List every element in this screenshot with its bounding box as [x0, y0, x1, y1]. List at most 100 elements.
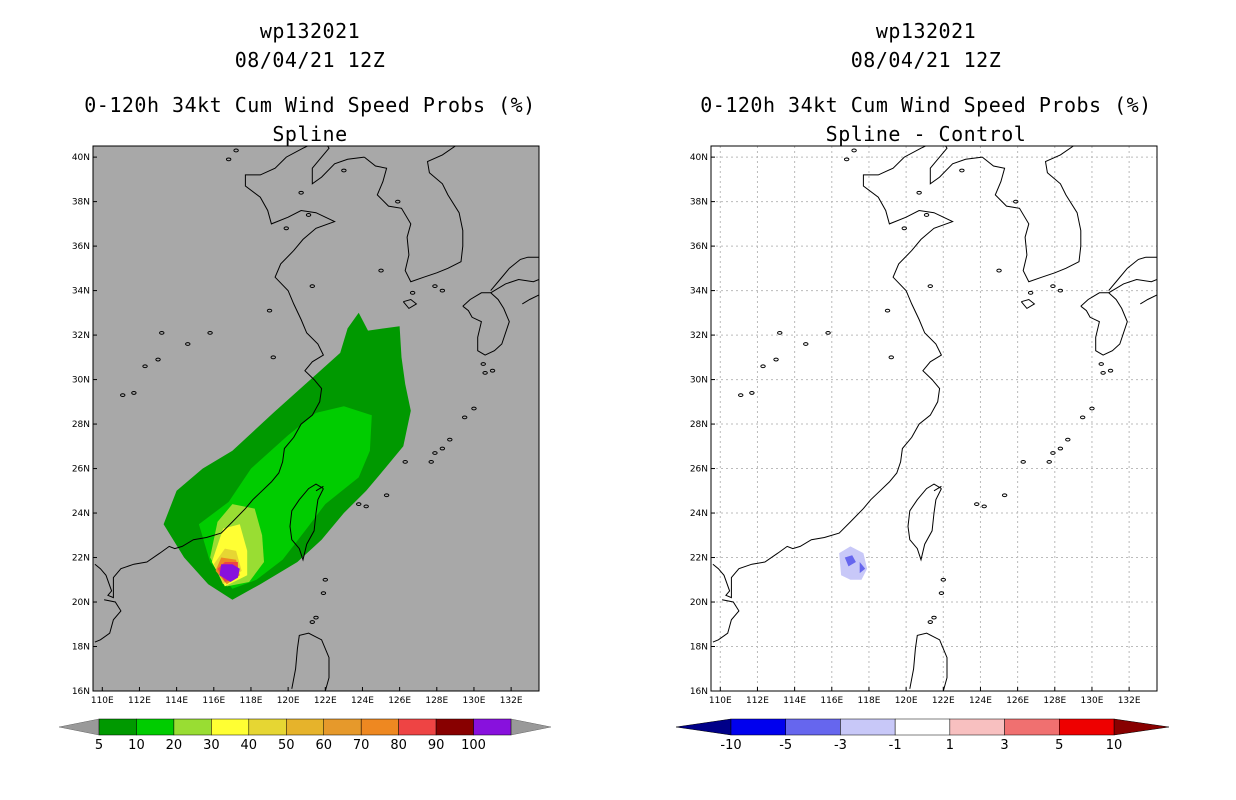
- left-island: [447, 437, 453, 442]
- right-coastline: [1080, 292, 1128, 356]
- right-island: [888, 355, 894, 360]
- right-y-tick-label: 18N: [690, 643, 708, 653]
- right-colorbar: -10 -5 -3 -1 1 3 5 10: [675, 718, 1170, 753]
- left-y-tick-label: 36N: [72, 242, 90, 252]
- right-coastline: [933, 485, 942, 492]
- right-y-tick-label: 36N: [690, 242, 708, 252]
- right-x-tick-label: 130E: [1081, 696, 1104, 706]
- left-island: [185, 342, 191, 346]
- left-island: [439, 446, 446, 451]
- left-y-tick-label: 40N: [72, 153, 90, 163]
- right-island: [1098, 362, 1104, 366]
- left-y-tick-label: 20N: [72, 598, 90, 608]
- right-island: [760, 364, 766, 369]
- right-colorbar-label: -3: [834, 738, 847, 753]
- left-colorbar-label: 70: [353, 738, 370, 753]
- left-island: [305, 213, 312, 217]
- right-island: [777, 330, 783, 335]
- left-island: [378, 268, 384, 273]
- right-x-tick-label: 120E: [895, 696, 918, 706]
- left-x-tick-label: 132E: [500, 696, 523, 706]
- right-colorbar-low-end: [675, 718, 732, 736]
- right-island: [1020, 459, 1026, 464]
- left-island: [313, 615, 319, 620]
- left-coastline: [291, 632, 330, 691]
- right-contour-neg3: [859, 562, 866, 574]
- right-island: [996, 268, 1002, 273]
- right-island: [1013, 199, 1019, 204]
- left-coastline: [311, 146, 365, 185]
- right-y-tick-label: 24N: [690, 509, 708, 519]
- left-island: [480, 362, 486, 366]
- left-island: [409, 290, 416, 295]
- left-island: [266, 308, 273, 313]
- right-coastline: [1108, 278, 1157, 294]
- right-colorbar-label: 3: [1000, 738, 1008, 753]
- left-colorbar-swatch: [473, 718, 512, 736]
- right-island: [927, 620, 933, 624]
- right-plot-frame: [710, 145, 1158, 692]
- right-colorbar-label: 10: [1106, 738, 1123, 753]
- right-island: [923, 213, 930, 217]
- right-island: [931, 615, 937, 620]
- right-coastline: [981, 146, 1082, 283]
- right-colorbar-swatch: [949, 718, 1005, 736]
- right-colorbar-label: -5: [779, 738, 792, 753]
- right-island: [1079, 415, 1086, 420]
- left-x-tick-label: 126E: [388, 696, 411, 706]
- left-colorbar-swatch: [211, 718, 250, 736]
- left-island: [356, 502, 362, 507]
- right-colorbar-swatch: [894, 718, 951, 736]
- left-y-tick-label: 24N: [72, 509, 90, 519]
- left-colorbar-label: 80: [390, 738, 407, 753]
- left-island: [131, 391, 137, 395]
- right-y-tick-label: 28N: [690, 420, 708, 430]
- left-plot: 110E 112E 114E 116E 118E 120E 122E 124E 126E 128E…: [72, 145, 540, 706]
- right-colorbar-label: -10: [720, 738, 741, 753]
- left-x-tick-label: 112E: [128, 696, 151, 706]
- left-island: [270, 355, 276, 360]
- left-island: [383, 493, 390, 498]
- left-y-tick-label: 34N: [72, 287, 90, 297]
- right-coastline: [907, 483, 942, 562]
- left-x-tick-label: 110E: [91, 696, 114, 706]
- right-title-method: Spline - Control: [825, 122, 1027, 146]
- right-x-tick-label: 122E: [932, 696, 955, 706]
- right-coastline: [909, 632, 948, 691]
- left-island: [309, 620, 315, 624]
- left-colorbar-high-end: [510, 718, 552, 736]
- left-island: [432, 451, 438, 455]
- left-title-product: 0-120h 34kt Cum Wind Speed Probs (%): [84, 93, 536, 117]
- left-colorbar-swatch: [173, 718, 212, 736]
- left-coastline: [402, 298, 418, 310]
- left-colorbar-label: 20: [166, 738, 183, 753]
- right-colorbar-label: 5: [1055, 738, 1063, 753]
- left-island: [159, 330, 165, 335]
- right-colorbar-label: -1: [889, 738, 902, 753]
- left-island: [283, 226, 289, 231]
- right-colorbar-swatch: [730, 718, 786, 736]
- right-y-tick-label: 16N: [690, 687, 708, 697]
- left-x-tick-label: 116E: [202, 696, 225, 706]
- left-colorbar: 5 10 20 30 40 50 60 70 80 90 100: [58, 718, 552, 753]
- right-island: [773, 357, 779, 362]
- right-x-tick-label: 114E: [783, 696, 806, 706]
- right-y-tick-label: 30N: [690, 376, 708, 386]
- right-title-product: 0-120h 34kt Cum Wind Speed Probs (%): [700, 93, 1152, 117]
- right-y-tick-label: 34N: [690, 287, 708, 297]
- left-colorbar-swatch: [435, 718, 474, 736]
- left-coastline: [315, 485, 324, 492]
- left-y-tick-label: 28N: [72, 420, 90, 430]
- right-y-tick-label: 38N: [690, 198, 708, 208]
- left-island: [120, 393, 126, 398]
- right-plot: 110E 112E 114E 116E 118E 120E 122E 124E 126E 128E…: [690, 145, 1158, 706]
- left-island: [155, 357, 161, 362]
- left-coastline: [363, 146, 464, 283]
- right-coastline: [712, 599, 740, 643]
- right-y-tick-label: 20N: [690, 598, 708, 608]
- left-colorbar-label: 60: [315, 738, 332, 753]
- right-island: [1065, 437, 1071, 442]
- right-y-tick-label: 32N: [690, 331, 708, 341]
- right-island: [1057, 288, 1064, 293]
- left-coastline: [522, 294, 539, 305]
